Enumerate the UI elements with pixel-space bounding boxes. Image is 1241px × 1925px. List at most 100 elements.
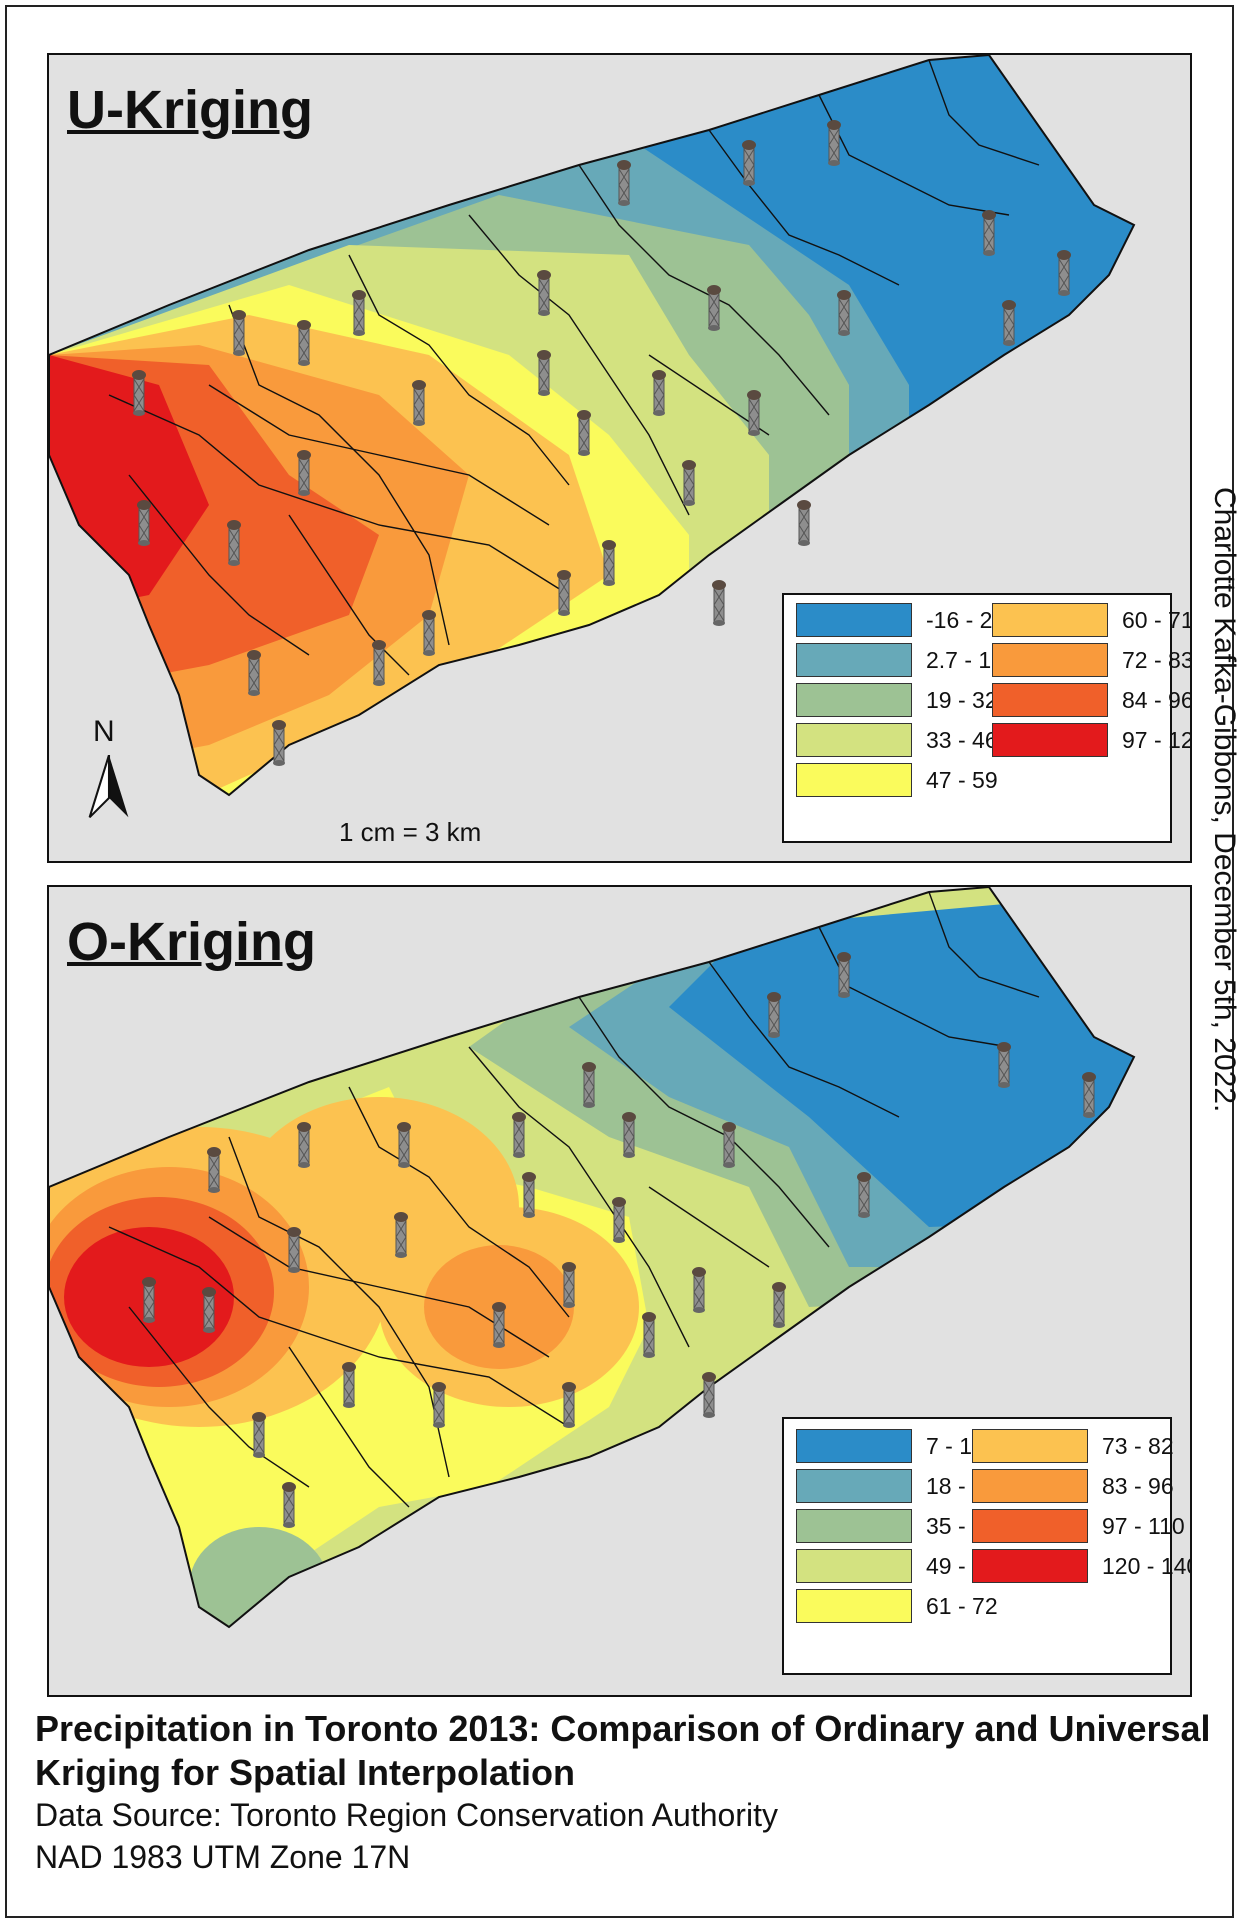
- rain-gauge-icon: [797, 500, 811, 546]
- rain-gauge-icon: [522, 1172, 536, 1218]
- rain-gauge-icon: [857, 1172, 871, 1218]
- rain-gauge-icon: [692, 1267, 706, 1313]
- legend-item: 7 - 17: [796, 1429, 985, 1463]
- rain-gauge-icon: [767, 992, 781, 1038]
- legend-label: 72 - 83: [1122, 646, 1192, 673]
- legend-label: 73 - 82: [1102, 1432, 1174, 1459]
- rain-gauge-icon: [512, 1112, 526, 1158]
- legend-swatch: [972, 1429, 1088, 1463]
- rain-gauge-icon: [577, 410, 591, 456]
- legend-item: 49 - 60: [796, 1549, 998, 1583]
- rain-gauge-icon: [432, 1382, 446, 1428]
- legend-item: 97 - 120: [992, 723, 1190, 757]
- rain-gauge-icon: [612, 1197, 626, 1243]
- rain-gauge-icon: [707, 285, 721, 331]
- legend-item: 73 - 82: [972, 1429, 1174, 1463]
- rain-gauge-icon: [642, 1312, 656, 1358]
- u-kriging-title: U-Kriging: [67, 80, 313, 140]
- rain-gauge-icon: [422, 610, 436, 656]
- rain-gauge-icon: [562, 1382, 576, 1428]
- rain-gauge-icon: [557, 570, 571, 616]
- map-title: Precipitation in Toronto 2013: Compariso…: [35, 1708, 1211, 1793]
- watershed-boundaries: [108, 891, 1040, 1508]
- legend-label: 19 - 32: [926, 686, 998, 713]
- rain-gauge-icon: [297, 1122, 311, 1168]
- rain-gauge-icon: [772, 1282, 786, 1328]
- rain-gauge-icon: [562, 1262, 576, 1308]
- rain-gauge-icon: [394, 1212, 408, 1258]
- legend-swatch: [992, 683, 1108, 717]
- rain-gauge-icon: [622, 1112, 636, 1158]
- legend-item: 47 - 59: [796, 763, 998, 797]
- rain-gauge-icon: [837, 952, 851, 998]
- legend-item: 83 - 96: [972, 1469, 1174, 1503]
- legend-swatch: [972, 1549, 1088, 1583]
- u-kriging-map: [49, 55, 1136, 797]
- legend-swatch: [796, 1469, 912, 1503]
- legend-item: 33 - 46: [796, 723, 998, 757]
- rain-gauge-icon: [372, 640, 386, 686]
- rain-gauge-icon: [142, 1277, 156, 1323]
- legend-label: 2.7 - 18: [926, 646, 1004, 673]
- legend-label: 47 - 59: [926, 766, 998, 793]
- rain-gauge-icon: [1057, 250, 1071, 296]
- legend-item: 2.7 - 18: [796, 643, 1004, 677]
- watershed-boundaries: [108, 59, 1040, 676]
- rain-gauge-icon: [702, 1372, 716, 1418]
- rain-gauge-icon: [252, 1412, 266, 1458]
- u-kriging-map-panel: U-Kriging -16 - 2.6 2.7 - 18 19 - 32 33 …: [47, 53, 1192, 863]
- rain-gauge-icon: [207, 1147, 221, 1193]
- legend-swatch: [796, 723, 912, 757]
- rain-gauge-icon: [742, 140, 756, 186]
- rain-gauge-icon: [492, 1302, 506, 1348]
- rain-gauge-icon: [982, 210, 996, 256]
- rain-gauge-icon: [272, 720, 286, 766]
- o-kriging-title: O-Kriging: [67, 912, 316, 972]
- legend-swatch: [972, 1509, 1088, 1543]
- legend-swatch: [972, 1469, 1088, 1503]
- rain-gauge-icon: [1002, 300, 1016, 346]
- legend-swatch: [796, 603, 912, 637]
- legend-swatch: [992, 643, 1108, 677]
- o-kriging-legend: 7 - 17 18 - 34 35 - 48 49 - 60 61 - 72 7…: [782, 1417, 1190, 1675]
- rain-gauge-icon: [342, 1362, 356, 1408]
- o-kriging-map-panel: O-Kriging 7 - 17 18 - 34 35 - 48 49 - 60…: [47, 885, 1192, 1697]
- legend-item: 60 - 71: [992, 603, 1190, 637]
- rain-gauge-icon: [232, 310, 246, 356]
- legend-swatch: [796, 643, 912, 677]
- legend-label: 33 - 46: [926, 726, 998, 753]
- rain-gauge-icon: [1082, 1072, 1096, 1118]
- legend-swatch: [992, 723, 1108, 757]
- rain-gauge-icon: [602, 540, 616, 586]
- rain-gauge-icon: [397, 1122, 411, 1168]
- rain-gauge-icon: [652, 370, 666, 416]
- legend-swatch: [796, 1589, 912, 1623]
- rain-gauge-icon: [287, 1227, 301, 1273]
- author-credit: Charlotte Kafka-Gibbons, December 5th, 2…: [1208, 487, 1241, 1113]
- rain-gauge-icon: [617, 160, 631, 206]
- rain-gauge-icon: [412, 380, 426, 426]
- legend-label: 120 - 140: [1102, 1552, 1192, 1579]
- rain-gauge-icon: [837, 290, 851, 336]
- rain-gauge-icon: [132, 370, 146, 416]
- rain-gauge-icon: [282, 1482, 296, 1528]
- rain-gauge-icon: [247, 650, 261, 696]
- map-sheet: U-Kriging -16 - 2.6 2.7 - 18 19 - 32 33 …: [5, 5, 1241, 1918]
- legend-swatch: [796, 683, 912, 717]
- legend-swatch: [796, 1509, 912, 1543]
- legend-swatch: [796, 1429, 912, 1463]
- rain-gauge-icon: [747, 390, 761, 436]
- projection: NAD 1983 UTM Zone 17N: [35, 1839, 411, 1875]
- legend-item: 97 - 110: [972, 1509, 1185, 1543]
- legend-swatch: [796, 1549, 912, 1583]
- rain-gauge-icon: [997, 1042, 1011, 1088]
- rain-gauge-icon: [722, 1122, 736, 1168]
- legend-item: 61 - 72: [796, 1589, 998, 1623]
- legend-swatch: [796, 763, 912, 797]
- legend-label: 97 - 120: [1122, 726, 1190, 753]
- legend-item: 84 - 96: [992, 683, 1190, 717]
- scale-text: 1 cm = 3 km: [339, 817, 482, 847]
- legend-label: 97 - 110: [1102, 1512, 1185, 1539]
- rain-gauge-icon: [202, 1287, 216, 1333]
- legend-item: -16 - 2.6: [796, 603, 1012, 637]
